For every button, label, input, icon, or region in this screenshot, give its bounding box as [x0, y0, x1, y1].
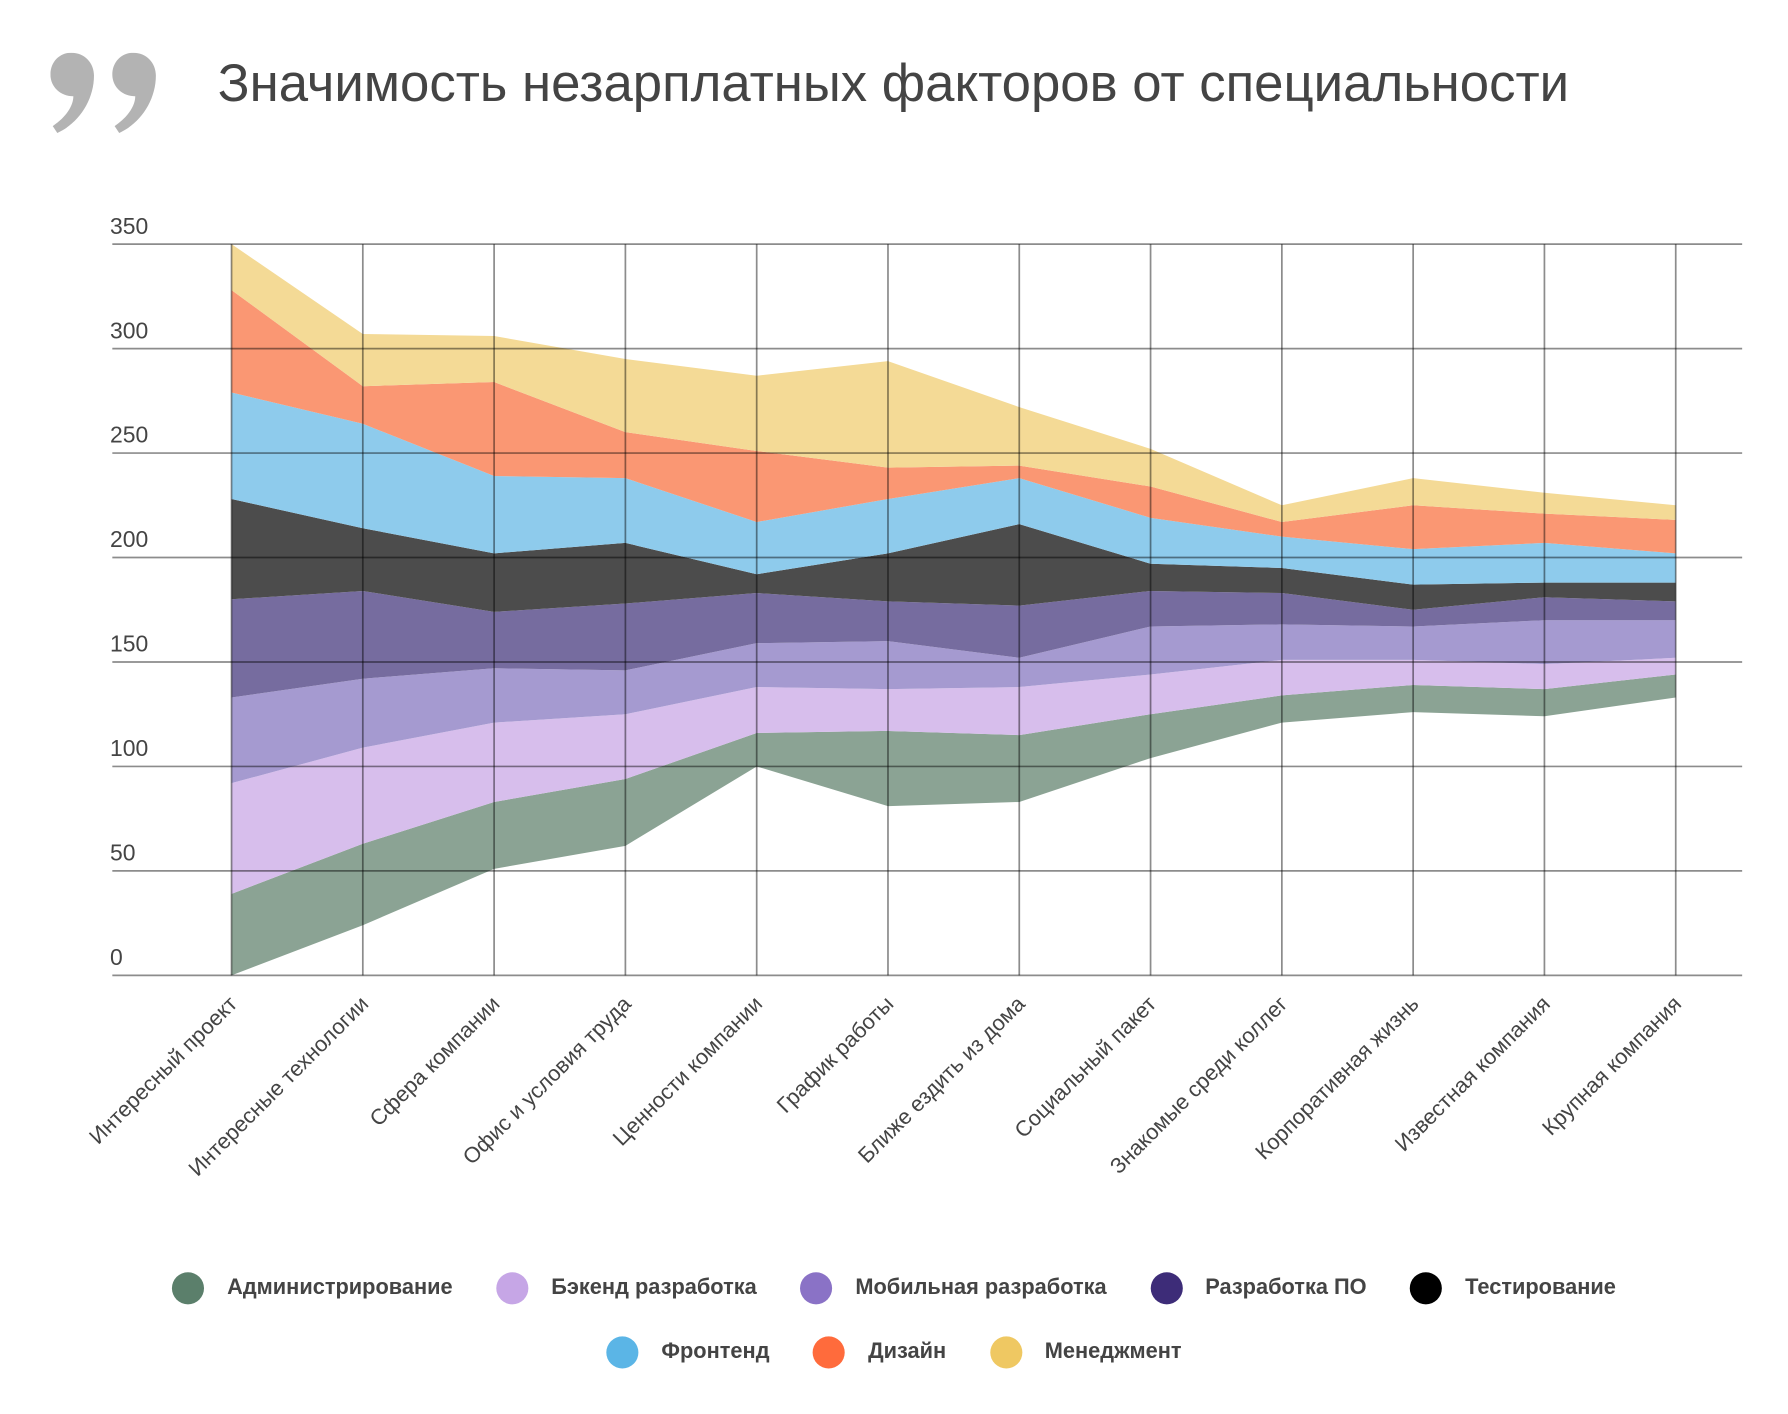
- x-tick-label: Ценности компании: [608, 991, 767, 1150]
- legend-swatch-icon: [813, 1336, 846, 1369]
- legend-label: Менеджмент: [1044, 1339, 1182, 1364]
- y-tick-label: 0: [110, 944, 123, 970]
- x-tick-label: Интересный проект: [84, 991, 242, 1149]
- legend-label: Дизайн: [868, 1339, 947, 1364]
- x-tick-label: Крупная компания: [1537, 991, 1686, 1140]
- quote-marks-icon: [50, 52, 156, 133]
- y-tick-label: 350: [110, 213, 148, 239]
- y-tick-label: 250: [110, 422, 148, 448]
- x-tick-label: Сфера компании: [364, 991, 504, 1131]
- areas: [231, 244, 1676, 976]
- y-tick-label: 50: [110, 840, 135, 866]
- legend-item[interactable]: Менеджмент: [989, 1336, 1182, 1369]
- legend-label: Фронтенд: [661, 1339, 770, 1364]
- area-7: [231, 290, 1676, 554]
- legend-item[interactable]: Разработка ПО: [1150, 1272, 1367, 1305]
- area-6: [231, 392, 1676, 585]
- legend-swatch-icon: [1150, 1272, 1183, 1305]
- legend-item[interactable]: Дизайн: [813, 1336, 947, 1369]
- legend-item[interactable]: Фронтенд: [606, 1336, 770, 1369]
- legend-label: Бэкенд разработка: [551, 1275, 757, 1300]
- area-3: [231, 620, 1676, 784]
- area-1: [231, 674, 1676, 976]
- legend-swatch-icon: [989, 1336, 1022, 1369]
- legend-swatch-icon: [800, 1272, 833, 1305]
- legend-item[interactable]: Бэкенд разработка: [496, 1272, 757, 1305]
- legend-row-1: Администрирование Бэкенд разработка Мобиль…: [0, 1272, 1788, 1305]
- area-8: [231, 244, 1676, 523]
- x-tick-label: Социальный пакет: [1009, 991, 1161, 1143]
- y-tick-label: 200: [110, 526, 148, 552]
- legend-item[interactable]: Администрирование: [172, 1272, 453, 1305]
- legend-item[interactable]: Мобильная разработка: [800, 1272, 1107, 1305]
- legend-label: Мобильная разработка: [855, 1275, 1107, 1300]
- area-5: [231, 499, 1676, 612]
- area-4: [231, 590, 1676, 698]
- legend-label: Разработка ПО: [1205, 1275, 1367, 1300]
- chart-title: Значимость незарплатных факторов от спец…: [217, 52, 1570, 113]
- legend-item[interactable]: Тестирование: [1410, 1272, 1616, 1305]
- legend-row-2: Фронтенд Дизайн Менеджмент: [0, 1336, 1788, 1369]
- y-tick-label: 150: [110, 631, 148, 657]
- legend-swatch-icon: [1410, 1272, 1443, 1305]
- y-tick-label: 100: [110, 735, 148, 761]
- x-tick-label: График работы: [772, 991, 899, 1118]
- legend-swatch-icon: [496, 1272, 529, 1305]
- legend-label: Администрирование: [227, 1275, 453, 1300]
- y-tick-label: 300: [110, 317, 148, 343]
- legend-label: Тестирование: [1465, 1275, 1616, 1300]
- legend-swatch-icon: [606, 1336, 639, 1369]
- legend-swatch-icon: [172, 1272, 205, 1305]
- area-2: [231, 657, 1676, 894]
